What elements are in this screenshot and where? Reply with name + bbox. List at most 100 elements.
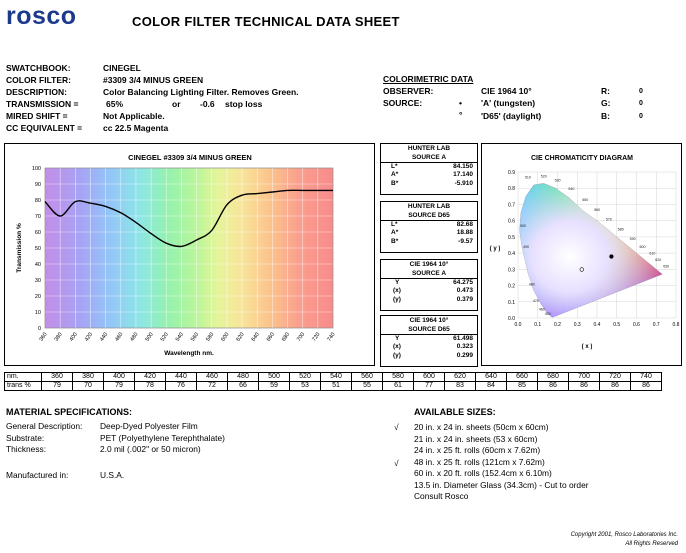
observer-value: CIE 1964 10°	[481, 86, 532, 96]
transmission-chart-title: CINEGEL #3309 3/4 MINUS GREEN	[128, 153, 252, 162]
y-tick-label: 60	[35, 230, 41, 236]
locus-wavelength-label: 620	[655, 258, 661, 262]
x-tick-label: 680	[281, 332, 291, 343]
size-item: 48 in. x 25 ft. rolls (121cm x 7.62m)	[414, 456, 545, 467]
cie-y-tick-label: 0.7	[508, 202, 515, 208]
hunter-d65-title2: SOURCE D65	[408, 211, 450, 219]
cie-a-title: CIE 1964 10° SOURCE A	[381, 260, 477, 279]
cie-d65-yy-label: (y)	[393, 351, 401, 359]
cie-x-tick-label: 0.5	[613, 322, 620, 328]
y-tick-label: 100	[32, 166, 41, 172]
page-title: COLOR FILTER TECHNICAL DATA SHEET	[132, 14, 400, 29]
cc-label: CC EQUIVALENT =	[6, 123, 83, 133]
material-title: MATERIAL SPECIFICATIONS:	[6, 407, 132, 417]
size-item: 24 in. x 25 ft. rolls (60cm x 7.62m)	[414, 445, 541, 455]
source-d65-value: 'D65' (daylight)	[481, 111, 542, 121]
nm-cell: 600	[413, 372, 445, 382]
observer-label: OBSERVER:	[383, 86, 434, 96]
sizes-list: 20 in. x 24 in. sheets (50cm x 60cm) 21 …	[414, 422, 589, 503]
nm-cell: 620	[444, 372, 476, 382]
x-tick-label: 520	[160, 332, 170, 343]
cie-x-tick-label: 0.7	[653, 322, 660, 328]
r-value: 0	[639, 88, 643, 95]
hunter-lab-a-box: HUNTER LAB SOURCE A L* 84.150 A* 17.140 B*…	[380, 143, 478, 195]
cie-d65-title1: CIE 1964 10°	[409, 317, 449, 324]
nm-cell: 480	[227, 372, 259, 382]
cie-x-tick-label: 0.6	[633, 322, 640, 328]
transmission-xlabel: Wavelength nm.	[164, 350, 214, 357]
trans-cell: 79	[41, 381, 73, 391]
material-labels: General Description: Substrate: Thicknes…	[6, 421, 82, 456]
x-tick-label: 620	[236, 332, 246, 343]
y-tick-label: 40	[35, 262, 41, 268]
y-tick-label: 0	[38, 326, 41, 332]
transmission-chart: CINEGEL #3309 3/4 MINUS GREEN 0 10 20 30 40 5…	[16, 153, 337, 357]
info-labels: SWATCHBOOK: COLOR FILTER: DESCRIPTION: T…	[6, 62, 82, 134]
cie-x-tick-label: 0.3	[574, 322, 581, 328]
hunter-a-b-label: B*	[391, 179, 399, 187]
trans-cell: 78	[134, 381, 166, 391]
degree-source-d65: °	[459, 110, 463, 120]
hunter-d65-l-value: 82.68	[456, 221, 473, 228]
x-tick-label: 460	[114, 332, 124, 343]
cie-d65-x-row: (x) 0.323	[381, 343, 477, 351]
hunter-a-a-label: A*	[391, 171, 399, 179]
source-d65-point	[579, 267, 584, 272]
hunter-a-l-value: 84.150	[453, 163, 473, 170]
locus-wavelength-label: 600	[640, 245, 646, 249]
size-item: 60 in. x 20 ft. rolls (152.4cm x 6.10m)	[414, 468, 552, 478]
locus-wavelength-label: 500	[520, 224, 526, 228]
cie-x-tick-label: 0.2	[554, 322, 561, 328]
locus-wavelength-label: 590	[630, 237, 636, 241]
locus-wavelength-label: 560	[594, 208, 600, 212]
locus-wavelength-label: 460	[539, 308, 545, 312]
x-tick-label: 540	[175, 332, 185, 343]
x-tick-label: 640	[251, 332, 261, 343]
cie-a-title2: SOURCE A	[411, 269, 447, 277]
trans-cell: 77	[413, 381, 445, 391]
plot-frame	[44, 167, 334, 329]
substrate-value: PET (Polyethylene Terephthalate)	[100, 432, 225, 443]
copyright: Copyright 2001, Rosco Laboratories Inc.	[570, 532, 678, 538]
hunter-a-b-value: -5.910	[454, 179, 473, 187]
cie-a-y-label: Y	[395, 279, 400, 286]
transmission-ylabel: Transmission %	[16, 223, 23, 273]
y-tick-label: 90	[35, 182, 41, 188]
cie-d65-title2: SOURCE D65	[408, 325, 450, 333]
cie-a-x-row: (x) 0.473	[381, 287, 477, 295]
cie-a-x-label: (x)	[393, 287, 401, 295]
x-tick-label: 560	[190, 332, 200, 343]
hunter-lab-d65-box: HUNTER LAB SOURCE D65 L* 82.68 A* 18.88 B*…	[380, 201, 478, 253]
locus-wavelength-label: 540	[568, 187, 574, 191]
transmission-label: TRANSMISSION =	[6, 99, 79, 109]
sizes-title: AVAILABLE SIZES:	[414, 407, 496, 417]
cie-x-tick-label: 0.0	[515, 322, 522, 328]
y-tick-label: 70	[35, 214, 41, 220]
trans-cell: 83	[444, 381, 476, 391]
bullet-source-a: •	[459, 98, 462, 108]
description-value: Color Balancing Lighting Filter. Removes…	[103, 87, 299, 97]
hunter-d65-b-label: B*	[391, 237, 399, 245]
nm-cell: 380	[72, 372, 104, 382]
cie-d65-x-value: 0.323	[456, 343, 473, 351]
cie-d65-y-row: Y 61.498	[381, 335, 477, 343]
b-value: 0	[639, 113, 643, 120]
hunter-d65-a-value: 18.88	[456, 229, 473, 237]
trans-cell: 79	[103, 381, 135, 391]
source-label: SOURCE:	[383, 98, 423, 108]
cie-d65-yy-value: 0.299	[456, 351, 473, 359]
x-tick-label: 580	[205, 332, 215, 343]
trans-cell: 86	[599, 381, 631, 391]
cie-y-tick-label: 0.2	[508, 284, 515, 290]
locus-wavelength-label: 610	[649, 252, 655, 256]
filter-label: COLOR FILTER:	[6, 75, 71, 85]
locus-wavelength-label: 490	[523, 245, 529, 249]
x-tick-label: 380	[54, 332, 64, 343]
rosco-logo: rosco	[6, 2, 124, 30]
mired-value: Not Applicable.	[103, 111, 165, 121]
nm-cell: 640	[475, 372, 507, 382]
cie-x-tick-label: 0.8	[673, 322, 680, 328]
mired-label: MIRED SHIFT =	[6, 111, 68, 121]
swatchbook-label: SWATCHBOOK:	[6, 63, 71, 73]
cie-a-y-row: Y 64.275	[381, 279, 477, 287]
